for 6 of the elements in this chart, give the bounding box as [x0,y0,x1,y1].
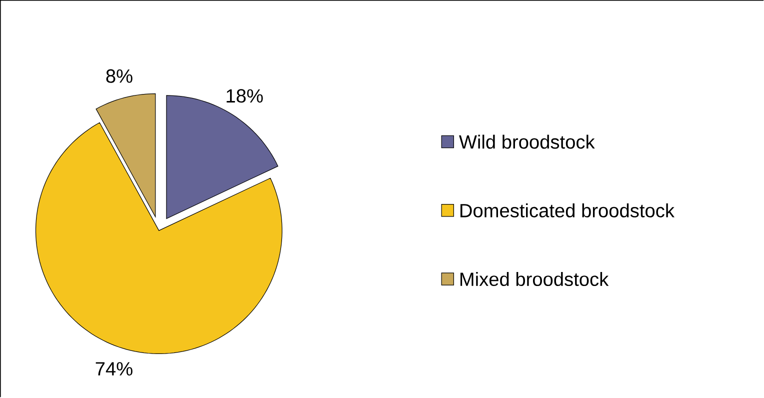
data-label: 18% [226,89,263,103]
legend-label: Wild broodstock [459,134,595,149]
data-label: 74% [96,362,132,376]
legend-label: Domesticated broodstock [460,204,675,218]
legend-label: Mixed broodstock [460,272,609,286]
data-label: 8% [106,70,132,84]
